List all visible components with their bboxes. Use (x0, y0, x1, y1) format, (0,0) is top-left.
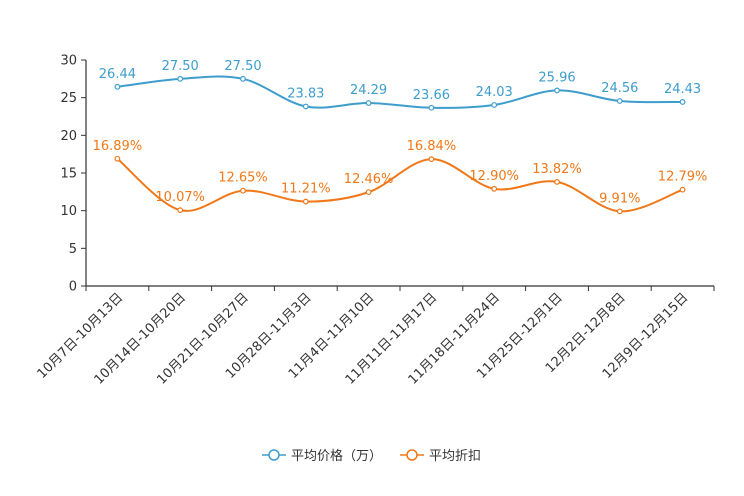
data-label: 24.29 (350, 83, 387, 98)
data-label: 16.84% (407, 139, 457, 154)
legend-item-2[interactable]: 平均折扣 (400, 449, 481, 464)
data-point[interactable] (302, 198, 309, 205)
data-point[interactable] (365, 189, 372, 196)
series-2: 16.89% 10.07% 12.65% 11.21% 12.46% 16.84% 12.9… (93, 139, 708, 215)
legend-marker-icon (406, 449, 418, 461)
y-tick-label: 15 (60, 167, 77, 182)
data-point[interactable] (554, 87, 560, 94)
data-label: 10.07% (155, 190, 205, 205)
data-point[interactable] (240, 187, 246, 194)
data-label: 23.66 (413, 88, 450, 103)
series-layer: 26.44 27.50 27.50 23.83 24.29 23.66 24.03 25.96… (93, 59, 708, 215)
y-tick-label: 0 (69, 280, 77, 295)
legend-label: 平均折扣 (429, 449, 481, 464)
data-label: 16.89% (93, 139, 143, 154)
data-point[interactable] (428, 156, 435, 163)
data-point[interactable] (114, 155, 121, 162)
data-label: 24.56 (601, 81, 638, 96)
data-point[interactable] (302, 103, 309, 110)
data-label: 26.44 (99, 67, 136, 82)
data-point[interactable] (114, 83, 121, 90)
data-point[interactable] (554, 178, 560, 185)
data-point[interactable] (177, 207, 184, 214)
data-point[interactable] (365, 100, 372, 106)
data-point[interactable] (616, 208, 623, 215)
data-point[interactable] (240, 75, 246, 82)
y-tick-label: 25 (60, 91, 77, 106)
data-label: 27.50 (224, 59, 261, 74)
data-label: 13.82% (532, 162, 582, 177)
legend-item-1[interactable]: 平均价格（万） (262, 448, 382, 464)
series-line (116, 157, 683, 213)
series-line (117, 75, 683, 109)
data-label: 24.03 (476, 85, 513, 100)
data-point[interactable] (491, 185, 498, 192)
data-label: 9.91% (599, 191, 640, 206)
data-point[interactable] (679, 99, 686, 105)
data-label: 12.90% (469, 169, 519, 184)
data-point[interactable] (428, 104, 435, 111)
data-label: 25.96 (538, 70, 575, 85)
y-tick-label: 10 (60, 204, 77, 219)
data-point[interactable] (491, 102, 498, 108)
data-point[interactable] (679, 186, 686, 193)
data-label: 23.83 (287, 86, 324, 101)
data-label: 24.43 (664, 82, 701, 97)
data-point[interactable] (616, 98, 623, 104)
data-label: 12.46% (344, 172, 394, 187)
data-label: 11.21% (281, 182, 331, 197)
data-label: 12.79% (658, 170, 708, 185)
data-label: 27.50 (162, 59, 199, 74)
legend-marker-icon (268, 449, 280, 461)
y-tick-label: 20 (60, 129, 77, 144)
data-label: 12.65% (218, 171, 268, 186)
data-point[interactable] (177, 75, 184, 82)
legend-label: 平均价格（万） (291, 448, 382, 464)
series-1: 26.44 27.50 27.50 23.83 24.29 23.66 24.03 25.96… (99, 59, 701, 111)
legend[interactable]: 平均价格（万） 平均折扣 (262, 448, 481, 464)
y-tick-label: 5 (69, 242, 77, 257)
y-tick-label: 30 (60, 54, 77, 69)
